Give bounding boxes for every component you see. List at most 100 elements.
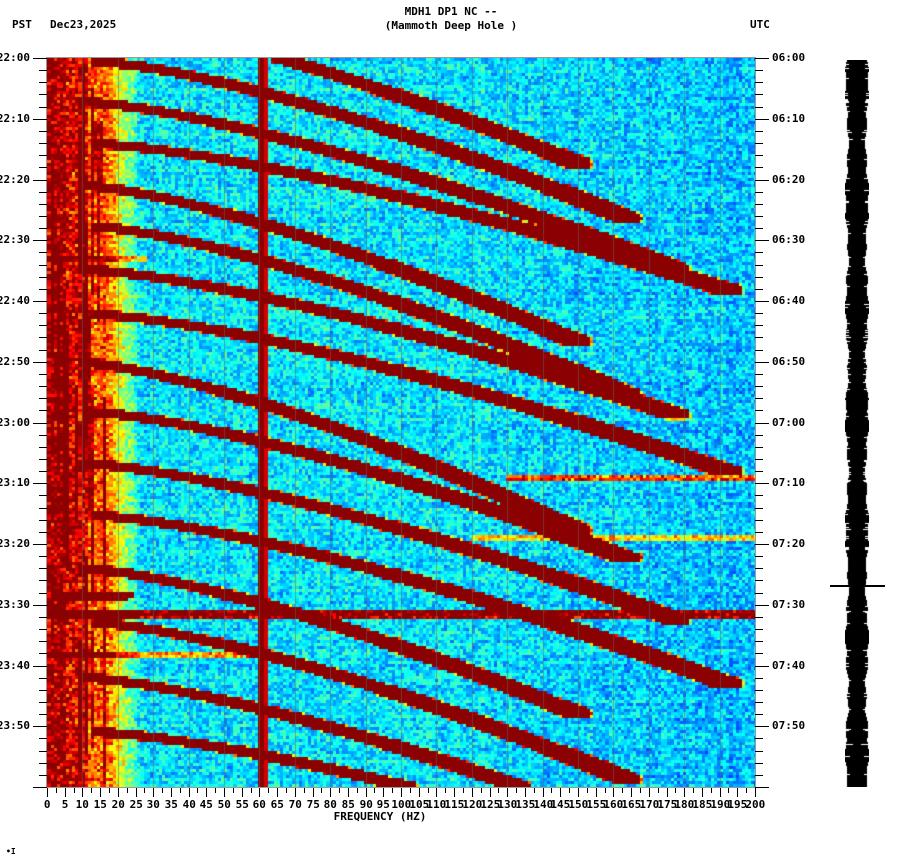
time-tick-major-right bbox=[755, 301, 769, 302]
freq-tick-minor bbox=[321, 788, 322, 793]
freq-label: 145 bbox=[550, 798, 571, 811]
time-tick-minor-right bbox=[755, 289, 763, 290]
freq-tick-major bbox=[737, 788, 738, 797]
time-label-pst: 23:50 bbox=[0, 719, 30, 732]
time-tick-minor-right bbox=[755, 641, 763, 642]
time-tick-minor-right bbox=[755, 775, 763, 776]
time-tick-major-left bbox=[33, 180, 47, 181]
time-tick-minor-right bbox=[755, 94, 763, 95]
freq-tick-minor bbox=[587, 788, 588, 793]
time-axis-utc: 06:00 06:10 06:20 06:30 06:40 06:50 07:00 07:10… bbox=[755, 51, 835, 788]
time-tick-major-right bbox=[755, 726, 769, 727]
freq-tick-major bbox=[649, 788, 650, 797]
freq-tick-major bbox=[47, 788, 48, 797]
freq-label: 135 bbox=[515, 798, 536, 811]
freq-label: 105 bbox=[409, 798, 430, 811]
time-tick-minor-left bbox=[39, 653, 47, 654]
freq-tick-minor bbox=[109, 788, 110, 793]
freq-tick-major bbox=[596, 788, 597, 797]
freq-label: 130 bbox=[497, 798, 518, 811]
time-tick-minor-left bbox=[39, 325, 47, 326]
seismogram-trace-canvas bbox=[845, 60, 869, 787]
time-label-utc: 07:10 bbox=[772, 476, 806, 489]
time-label-utc: 07:20 bbox=[772, 537, 806, 550]
freq-tick-major bbox=[313, 788, 314, 797]
time-label-pst: 22:10 bbox=[0, 112, 30, 125]
freq-tick-major bbox=[684, 788, 685, 797]
time-label-pst: 22:40 bbox=[0, 294, 30, 307]
time-tick-major-right bbox=[755, 423, 769, 424]
time-tick-minor-left bbox=[39, 70, 47, 71]
spectrogram-plot[interactable] bbox=[47, 58, 755, 787]
time-tick-major-left bbox=[33, 787, 47, 788]
time-label-utc: 07:50 bbox=[772, 719, 806, 732]
time-tick-minor-left bbox=[39, 641, 47, 642]
freq-tick-minor bbox=[534, 788, 535, 793]
freq-label: 30 bbox=[146, 798, 160, 811]
freq-tick-minor bbox=[304, 788, 305, 793]
time-tick-major-left bbox=[33, 605, 47, 606]
freq-tick-minor bbox=[180, 788, 181, 793]
freq-tick-major bbox=[560, 788, 561, 797]
time-tick-minor-left bbox=[39, 313, 47, 314]
freq-label: 55 bbox=[235, 798, 249, 811]
time-tick-major-left bbox=[33, 58, 47, 59]
time-tick-minor-left bbox=[39, 556, 47, 557]
time-tick-minor-right bbox=[755, 155, 763, 156]
time-label-utc: 07:30 bbox=[772, 598, 806, 611]
time-tick-minor-left bbox=[39, 107, 47, 108]
freq-label: 170 bbox=[639, 798, 660, 811]
freq-tick-minor bbox=[658, 788, 659, 793]
freq-label: 150 bbox=[568, 798, 589, 811]
time-label-pst: 23:00 bbox=[0, 416, 30, 429]
timezone-label-left: PST bbox=[12, 18, 32, 31]
time-tick-minor-right bbox=[755, 568, 763, 569]
freq-label: 110 bbox=[426, 798, 447, 811]
time-tick-minor-right bbox=[755, 252, 763, 253]
freq-tick-minor bbox=[640, 788, 641, 793]
freq-tick-major bbox=[330, 788, 331, 797]
freq-tick-major bbox=[755, 788, 756, 797]
time-tick-minor-left bbox=[39, 593, 47, 594]
time-tick-minor-left bbox=[39, 386, 47, 387]
time-tick-minor-right bbox=[755, 313, 763, 314]
time-tick-minor-left bbox=[39, 714, 47, 715]
time-tick-minor-right bbox=[755, 143, 763, 144]
time-label-pst: 22:50 bbox=[0, 355, 30, 368]
freq-label: 10 bbox=[75, 798, 89, 811]
time-tick-major-left bbox=[33, 544, 47, 545]
time-tick-minor-right bbox=[755, 167, 763, 168]
freq-tick-major bbox=[419, 788, 420, 797]
freq-label: 65 bbox=[270, 798, 284, 811]
freq-tick-minor bbox=[516, 788, 517, 793]
freq-label: 15 bbox=[93, 798, 107, 811]
time-tick-minor-right bbox=[755, 738, 763, 739]
freq-label: 80 bbox=[323, 798, 337, 811]
time-tick-major-right bbox=[755, 180, 769, 181]
freq-label: 175 bbox=[657, 798, 678, 811]
time-tick-minor-left bbox=[39, 678, 47, 679]
freq-label: 190 bbox=[710, 798, 731, 811]
freq-tick-major bbox=[383, 788, 384, 797]
time-tick-minor-right bbox=[755, 617, 763, 618]
freq-tick-minor bbox=[162, 788, 163, 793]
time-tick-minor-left bbox=[39, 337, 47, 338]
time-tick-minor-right bbox=[755, 447, 763, 448]
freq-label: 165 bbox=[621, 798, 642, 811]
time-label-utc: 06:40 bbox=[772, 294, 806, 307]
time-tick-minor-right bbox=[755, 653, 763, 654]
time-tick-minor-left bbox=[39, 204, 47, 205]
time-label-pst: 23:20 bbox=[0, 537, 30, 550]
freq-tick-major bbox=[720, 788, 721, 797]
time-tick-minor-left bbox=[39, 520, 47, 521]
freq-label: 90 bbox=[359, 798, 373, 811]
seismogram-trace-panel[interactable] bbox=[845, 60, 869, 787]
freq-tick-minor bbox=[605, 788, 606, 793]
time-tick-major-left bbox=[33, 240, 47, 241]
freq-label: 35 bbox=[164, 798, 178, 811]
freq-label: 85 bbox=[341, 798, 355, 811]
time-label-utc: 06:20 bbox=[772, 173, 806, 186]
time-tick-minor-right bbox=[755, 495, 763, 496]
freq-tick-minor bbox=[410, 788, 411, 793]
time-label-pst: 23:30 bbox=[0, 598, 30, 611]
